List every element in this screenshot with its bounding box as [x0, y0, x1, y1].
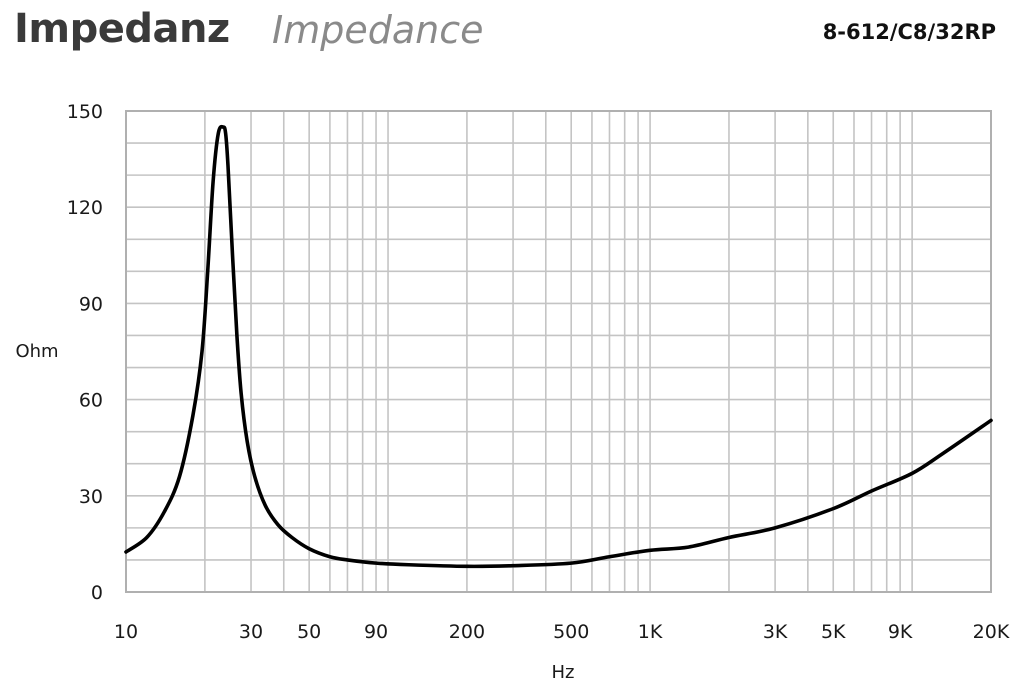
impedance-curve [124, 124, 993, 569]
x-tick-label: 5K [821, 621, 846, 643]
x-tick-label: 90 [364, 621, 388, 643]
x-tick-labels: 10 30 50 90 200 500 1K 3K 5K 9K 20K [114, 621, 1010, 643]
model-number: 8-612/C8/32RP [822, 20, 996, 44]
curve-layer [124, 124, 993, 569]
x-tick-label: 30 [239, 621, 263, 643]
y-axis-label: Ohm [15, 341, 58, 362]
x-tick-label: 200 [449, 621, 485, 643]
x-tick-label: 3K [763, 621, 788, 643]
y-tick-label: 0 [91, 582, 103, 604]
y-tick-label: 90 [79, 293, 103, 315]
x-tick-label: 9K [888, 621, 913, 643]
y-tick-label: 150 [67, 101, 103, 123]
x-tick-label: 500 [553, 621, 589, 643]
y-tick-label: 120 [67, 197, 103, 219]
y-tick-label: 60 [79, 390, 103, 412]
page-title: Impedanz [14, 6, 230, 52]
plot-frame [125, 110, 992, 593]
x-axis-label: Hz [552, 662, 575, 683]
grid [126, 111, 991, 592]
y-tick-label: 30 [79, 486, 103, 508]
x-tick-label: 1K [638, 621, 663, 643]
x-tick-label: 20K [973, 621, 1010, 643]
y-tick-labels: 0 30 60 90 120 150 [67, 101, 103, 604]
x-tick-label: 10 [114, 621, 138, 643]
page-subtitle: Impedance [272, 8, 484, 52]
x-tick-label: 50 [297, 621, 321, 643]
